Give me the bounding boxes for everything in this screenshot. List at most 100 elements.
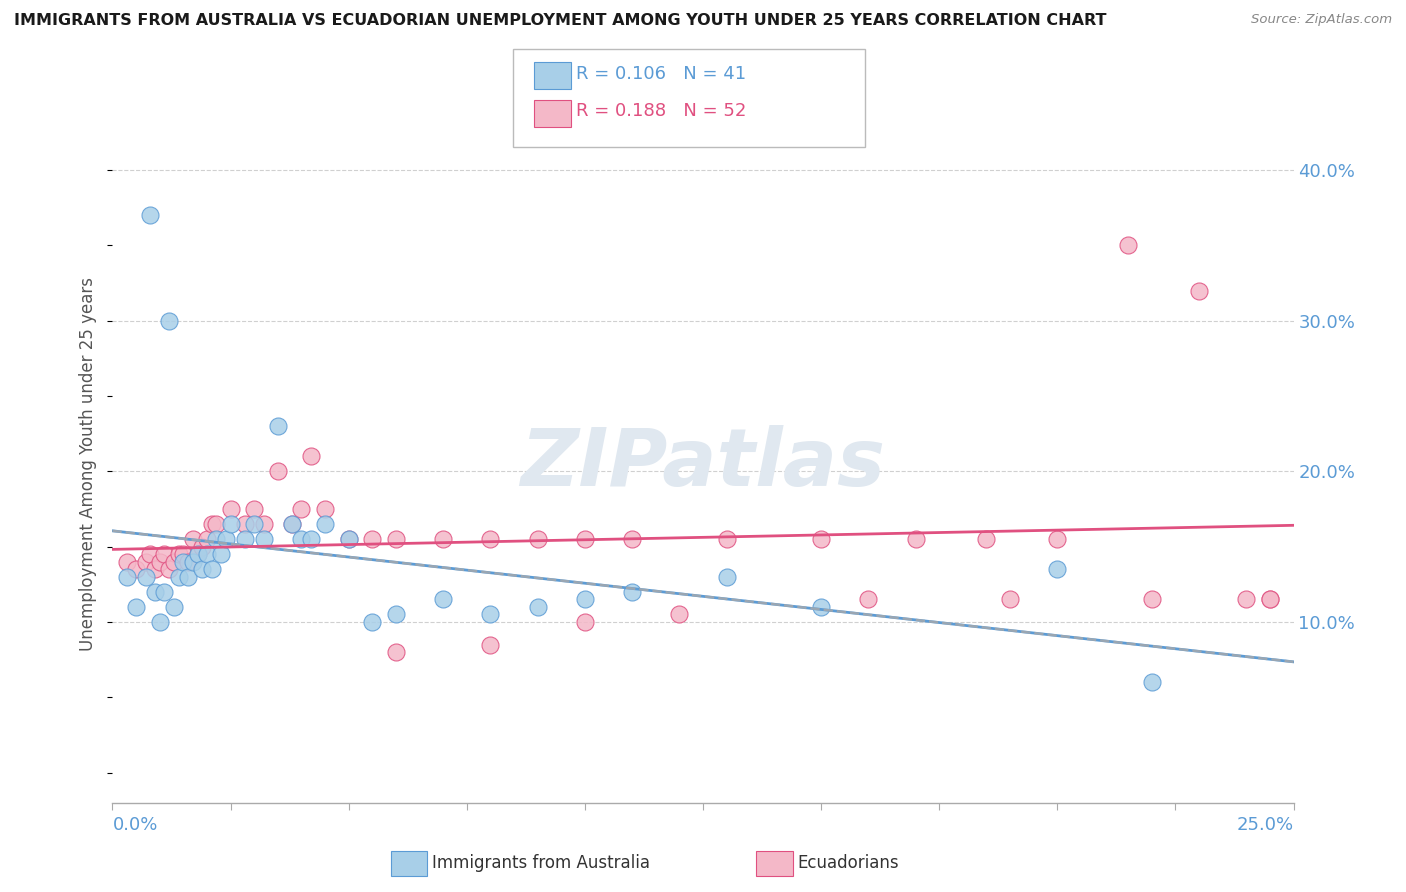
- Point: [253, 532, 276, 546]
- Point: [135, 570, 157, 584]
- Point: [1140, 592, 1163, 607]
- Point: [385, 607, 408, 622]
- Text: Immigrants from Australia: Immigrants from Australia: [432, 855, 650, 872]
- Point: [177, 570, 200, 584]
- Point: [290, 502, 312, 516]
- Point: [479, 532, 502, 546]
- Point: [1258, 592, 1281, 607]
- Point: [172, 555, 194, 569]
- Point: [125, 599, 148, 614]
- Point: [337, 532, 360, 546]
- Point: [281, 517, 304, 532]
- Point: [621, 532, 644, 546]
- Point: [157, 562, 180, 576]
- Point: [219, 502, 242, 516]
- Point: [716, 570, 738, 584]
- Point: [191, 562, 214, 576]
- Point: [153, 585, 176, 599]
- Point: [139, 547, 162, 561]
- Point: [574, 532, 596, 546]
- Point: [195, 547, 218, 561]
- Point: [716, 532, 738, 546]
- Point: [186, 547, 208, 561]
- Point: [201, 517, 224, 532]
- Point: [361, 615, 384, 629]
- Point: [205, 517, 228, 532]
- Y-axis label: Unemployment Among Youth under 25 years: Unemployment Among Youth under 25 years: [79, 277, 97, 651]
- Point: [314, 517, 336, 532]
- Point: [904, 532, 927, 546]
- Point: [1188, 284, 1211, 298]
- Point: [209, 547, 232, 561]
- Point: [149, 555, 172, 569]
- Point: [253, 517, 276, 532]
- Point: [167, 547, 190, 561]
- Point: [157, 314, 180, 328]
- Point: [267, 419, 290, 434]
- Point: [181, 555, 204, 569]
- Point: [172, 547, 194, 561]
- Point: [621, 585, 644, 599]
- Point: [998, 592, 1021, 607]
- Text: ZIPatlas: ZIPatlas: [520, 425, 886, 503]
- Point: [215, 532, 238, 546]
- Point: [139, 208, 162, 222]
- Point: [385, 532, 408, 546]
- Text: 0.0%: 0.0%: [112, 816, 157, 834]
- Point: [810, 532, 832, 546]
- Point: [233, 517, 256, 532]
- Point: [205, 532, 228, 546]
- Point: [526, 599, 548, 614]
- Point: [167, 570, 190, 584]
- Point: [153, 547, 176, 561]
- Text: Ecuadorians: Ecuadorians: [797, 855, 898, 872]
- Point: [858, 592, 880, 607]
- Text: Source: ZipAtlas.com: Source: ZipAtlas.com: [1251, 13, 1392, 27]
- Text: IMMIGRANTS FROM AUSTRALIA VS ECUADORIAN UNEMPLOYMENT AMONG YOUTH UNDER 25 YEARS : IMMIGRANTS FROM AUSTRALIA VS ECUADORIAN …: [14, 13, 1107, 29]
- Point: [299, 532, 322, 546]
- Text: R = 0.106   N = 41: R = 0.106 N = 41: [576, 65, 747, 83]
- Point: [177, 555, 200, 569]
- Point: [299, 450, 322, 464]
- Point: [125, 562, 148, 576]
- Point: [191, 540, 214, 554]
- Point: [181, 532, 204, 546]
- Point: [1140, 675, 1163, 690]
- Point: [432, 592, 454, 607]
- Point: [810, 599, 832, 614]
- Point: [385, 645, 408, 659]
- Point: [233, 532, 256, 546]
- Point: [115, 570, 138, 584]
- Point: [1258, 592, 1281, 607]
- Point: [201, 562, 224, 576]
- Point: [149, 615, 172, 629]
- Point: [479, 607, 502, 622]
- Point: [361, 532, 384, 546]
- Point: [195, 532, 218, 546]
- Point: [163, 555, 186, 569]
- Text: 25.0%: 25.0%: [1236, 816, 1294, 834]
- Point: [314, 502, 336, 516]
- Point: [1116, 238, 1139, 252]
- Point: [976, 532, 998, 546]
- Point: [267, 464, 290, 478]
- Point: [479, 638, 502, 652]
- Point: [243, 502, 266, 516]
- Point: [1046, 532, 1069, 546]
- Point: [135, 555, 157, 569]
- Text: R = 0.188   N = 52: R = 0.188 N = 52: [576, 103, 747, 120]
- Point: [219, 517, 242, 532]
- Point: [290, 532, 312, 546]
- Point: [243, 517, 266, 532]
- Point: [163, 599, 186, 614]
- Point: [1046, 562, 1069, 576]
- Point: [115, 555, 138, 569]
- Point: [432, 532, 454, 546]
- Point: [668, 607, 690, 622]
- Point: [574, 615, 596, 629]
- Point: [526, 532, 548, 546]
- Point: [281, 517, 304, 532]
- Point: [143, 562, 166, 576]
- Point: [574, 592, 596, 607]
- Point: [337, 532, 360, 546]
